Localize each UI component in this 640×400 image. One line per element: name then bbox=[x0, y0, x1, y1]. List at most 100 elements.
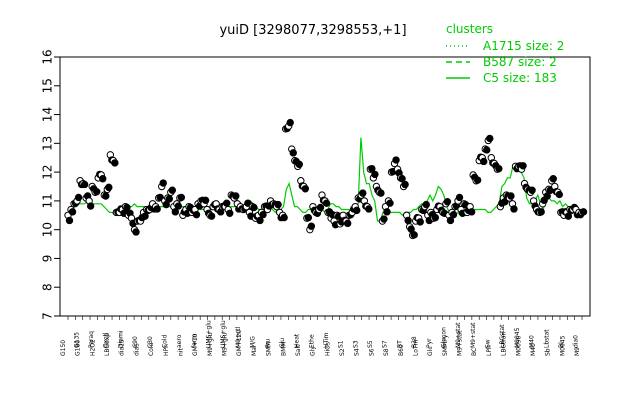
data-point bbox=[192, 211, 201, 219]
data-point bbox=[274, 200, 282, 209]
x-tick-label: dia0 bbox=[573, 335, 580, 348]
x-tick-label: UMS+glu bbox=[220, 320, 227, 348]
x-tick-label: S1 bbox=[338, 340, 345, 348]
x-tick-label: B60 bbox=[398, 344, 405, 356]
data-point bbox=[510, 205, 518, 213]
x-tick-label: M9+stat bbox=[455, 322, 462, 348]
x-tick-label: M0045 bbox=[559, 335, 566, 356]
x-tick-label: BMM bbox=[280, 342, 287, 356]
x-tick-label: GM+120 bbox=[236, 330, 243, 356]
data-point bbox=[207, 212, 216, 220]
x-tick-label: Gly bbox=[310, 346, 317, 356]
data-point bbox=[380, 215, 388, 223]
x-tick-label: nit bbox=[177, 348, 184, 356]
data-point bbox=[473, 176, 482, 184]
data-point bbox=[480, 157, 488, 166]
data-point bbox=[307, 222, 316, 230]
x-tick-label: aero bbox=[176, 334, 183, 348]
data-point bbox=[259, 211, 267, 219]
x-tick-label: H2O2 bbox=[89, 339, 96, 356]
data-point bbox=[449, 211, 458, 219]
data-point bbox=[280, 213, 288, 222]
x-tick-label: Diami bbox=[117, 330, 124, 348]
data-point bbox=[141, 212, 149, 220]
data-point bbox=[316, 203, 325, 212]
data-point bbox=[353, 206, 361, 215]
x-tick-label: S5 bbox=[367, 340, 374, 348]
x-tick-label: S8 bbox=[383, 348, 390, 356]
data-point bbox=[537, 208, 545, 216]
x-tick-label: Bl bbox=[558, 342, 565, 348]
y-tick-label: 15 bbox=[41, 78, 55, 93]
data-point bbox=[322, 199, 331, 207]
x-tick-label: Sw bbox=[485, 339, 492, 348]
x-tick-label: HiOs bbox=[324, 342, 331, 356]
x-tick-label: Cold bbox=[161, 334, 168, 348]
data-point bbox=[162, 200, 170, 209]
data-point bbox=[289, 149, 297, 157]
data-point bbox=[543, 192, 551, 200]
x-tick-label: M9+ctl bbox=[235, 326, 242, 348]
x-tick-label: M/G bbox=[250, 336, 257, 348]
data-point bbox=[564, 212, 573, 220]
data-point bbox=[383, 208, 391, 216]
data-point bbox=[102, 192, 110, 200]
data-point bbox=[404, 216, 412, 225]
data-point bbox=[368, 164, 376, 173]
data-point bbox=[223, 199, 231, 207]
data-point bbox=[343, 219, 352, 228]
data-point bbox=[422, 200, 430, 209]
y-tick-label: 16 bbox=[41, 49, 55, 64]
x-tick-label: S2 bbox=[339, 348, 346, 356]
x-tick-label: HTim bbox=[323, 332, 330, 348]
data-point bbox=[371, 170, 379, 179]
x-tick-label: Glu bbox=[279, 338, 286, 348]
x-tick-label: Pyr bbox=[426, 338, 433, 348]
data-point bbox=[80, 180, 89, 189]
x-tick-label: M0045 bbox=[514, 327, 521, 348]
y-tick-label: 14 bbox=[41, 107, 55, 122]
data-point bbox=[168, 186, 177, 194]
data-point bbox=[416, 218, 424, 226]
data-point bbox=[365, 205, 373, 213]
x-tick-label: M9+stat bbox=[457, 330, 464, 356]
data-point bbox=[174, 202, 183, 210]
x-tick-label: B38 bbox=[411, 336, 418, 348]
x-tick-label: UMS+glu bbox=[206, 320, 213, 348]
data-point bbox=[519, 162, 527, 170]
data-point bbox=[443, 198, 452, 206]
y-tick-label: 7 bbox=[41, 312, 55, 320]
data-point bbox=[111, 159, 119, 167]
x-tick-label: LBGstat bbox=[499, 324, 506, 348]
y-tick-label: 8 bbox=[41, 283, 55, 291]
x-tick-label: LPh bbox=[486, 345, 493, 356]
data-point bbox=[177, 193, 186, 202]
x-tick-label: ferm bbox=[191, 334, 198, 348]
data-point bbox=[93, 187, 101, 196]
x-tick-label: Oxctl bbox=[103, 332, 110, 348]
data-point bbox=[495, 164, 503, 173]
x-tick-label: Glucon bbox=[440, 327, 447, 348]
x-tick-label: LBGexp bbox=[104, 333, 111, 356]
x-tick-label: M40 bbox=[530, 343, 537, 356]
x-tick-label: dia15 bbox=[119, 339, 126, 356]
data-point bbox=[304, 213, 313, 222]
data-point bbox=[528, 186, 536, 194]
x-tick-label: M9+stat bbox=[470, 322, 477, 348]
x-tick-label: C30 bbox=[147, 336, 154, 348]
data-point bbox=[295, 160, 303, 169]
x-tick-label: M9 bbox=[574, 347, 581, 356]
data-point bbox=[467, 208, 476, 216]
x-tick-label: Cold bbox=[148, 342, 155, 356]
x-tick-label: SMM bbox=[266, 342, 273, 356]
data-point bbox=[431, 213, 440, 222]
data-point bbox=[132, 228, 140, 236]
data-points bbox=[64, 118, 588, 240]
data-point bbox=[123, 203, 131, 212]
data-point bbox=[392, 156, 400, 164]
x-tick-label: G150 bbox=[60, 340, 67, 356]
data-point bbox=[549, 175, 557, 183]
legend-label: C5 size: 183 bbox=[483, 71, 557, 85]
